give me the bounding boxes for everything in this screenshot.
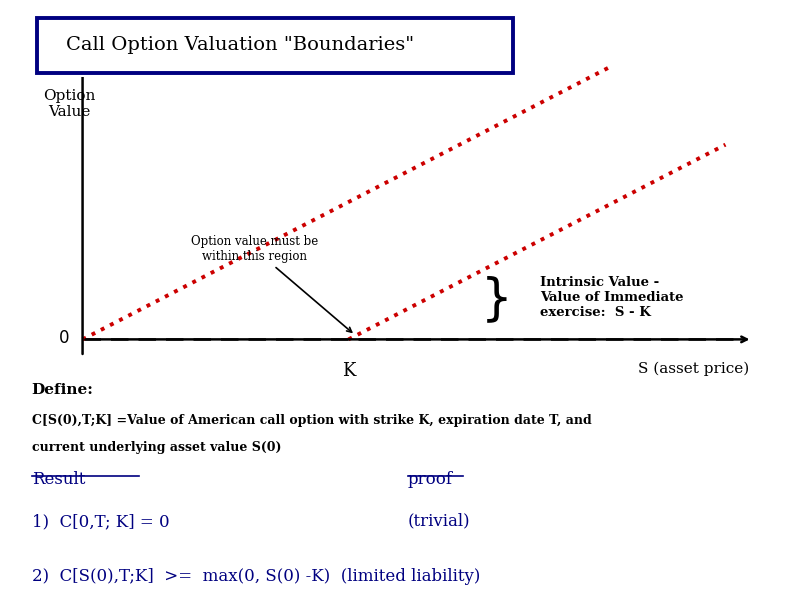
Text: Define:: Define: [32,382,93,397]
Text: S (asset price): S (asset price) [638,362,749,376]
Text: proof: proof [408,471,453,488]
Text: C[S(0),T;K] =Value of American call option with strike K, expiration date T, and: C[S(0),T;K] =Value of American call opti… [32,414,592,427]
Text: 2)  C[S(0),T;K]  >=  max(0, S(0) -K)  (limited liability): 2) C[S(0),T;K] >= max(0, S(0) -K) (limit… [32,568,480,585]
Text: Option value must be
within this region: Option value must be within this region [191,235,352,332]
Text: Call Option Valuation "Boundaries": Call Option Valuation "Boundaries" [66,35,414,54]
Text: }: } [481,275,512,323]
Text: Option
Value: Option Value [43,89,95,119]
Text: (trivial): (trivial) [408,513,470,530]
FancyBboxPatch shape [36,18,513,73]
Text: current underlying asset value S(0): current underlying asset value S(0) [32,441,281,453]
Text: Intrinsic Value -
Value of Immediate
exercise:  S - K: Intrinsic Value - Value of Immediate exe… [540,276,683,319]
Text: 1)  C[0,T; K] = 0: 1) C[0,T; K] = 0 [32,513,169,530]
Text: Result: Result [32,471,85,488]
Text: 0: 0 [59,329,69,346]
Text: K: K [342,362,355,380]
